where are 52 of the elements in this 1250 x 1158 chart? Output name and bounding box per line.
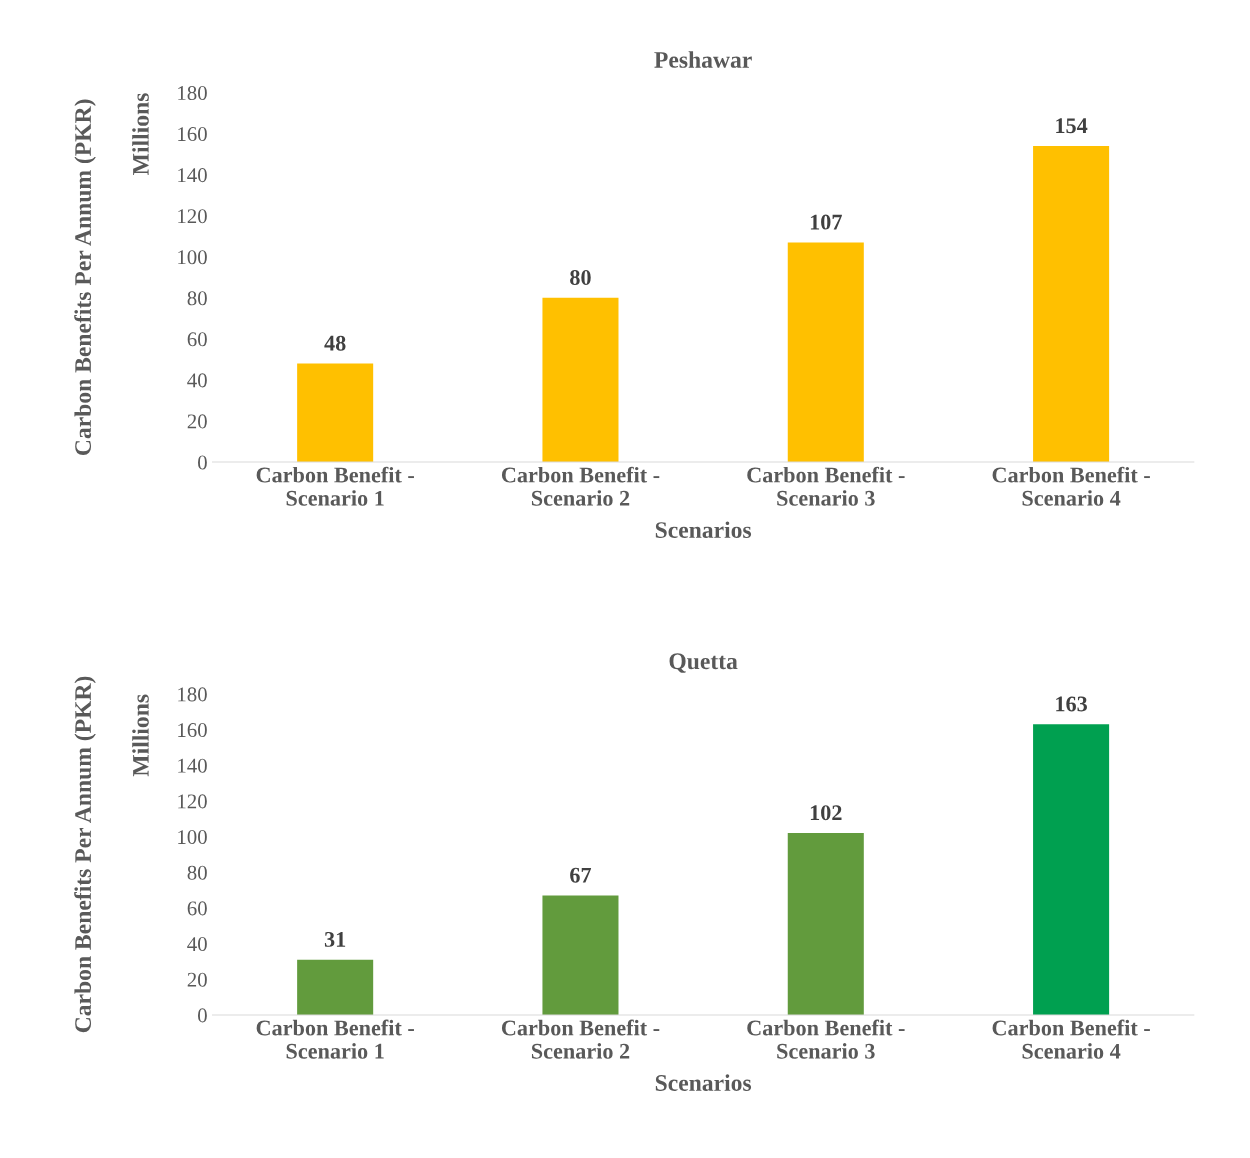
- chart-title: Peshawar: [654, 51, 752, 68]
- y-tick-label: 180: [178, 687, 207, 702]
- y-axis-title: Carbon Benefits Per Annum (PKR): [74, 676, 96, 1033]
- data-label: 80: [570, 270, 591, 286]
- y-tick-label: 160: [178, 723, 207, 738]
- y-tick-label: 60: [187, 332, 207, 347]
- y-axis-title: Carbon Benefits Per Annum (PKR): [74, 99, 96, 456]
- x-axis-title: Scenarios: [655, 1074, 752, 1091]
- data-label: 107: [810, 214, 842, 230]
- y-tick-label: 0: [198, 455, 207, 470]
- chart-title: Quetta: [669, 653, 738, 673]
- y-tick-label: 180: [178, 86, 207, 101]
- bar: [1033, 724, 1110, 1015]
- data-label: 48: [324, 335, 346, 351]
- y-tick-label: 100: [178, 250, 207, 265]
- y-tick-label: 140: [178, 168, 207, 183]
- text: Millions: [132, 694, 149, 777]
- data-label: 67: [570, 867, 592, 883]
- x-tick-label: Carbon Benefit - Scenario 4: [992, 466, 1150, 506]
- text: Millions: [132, 93, 149, 175]
- bar: [297, 363, 374, 463]
- y-tick-label: 80: [187, 865, 207, 880]
- data-label: 31: [324, 931, 346, 947]
- bar: [1033, 146, 1110, 463]
- x-tick-label: Carbon Benefit - Scenario 4: [992, 1019, 1150, 1059]
- x-tick-label: Carbon Benefit - Scenario 2: [501, 466, 660, 506]
- y-tick-label: 60: [187, 901, 207, 916]
- bar: [787, 833, 864, 1015]
- y-tick-label: 160: [178, 127, 207, 142]
- y-tick-label: 40: [187, 373, 207, 388]
- x-tick-label: Carbon Benefit - Scenario 3: [747, 1019, 905, 1059]
- data-label: 163: [1056, 696, 1087, 712]
- bar: [787, 242, 864, 463]
- y-tick-label: 100: [178, 830, 207, 845]
- y-tick-label: 120: [178, 794, 207, 809]
- x-axis-title: Scenarios: [655, 521, 752, 539]
- y-tick-label: 140: [178, 758, 207, 773]
- x-tick-label: Carbon Benefit - Scenario 3: [747, 466, 905, 506]
- y-tick-label: 20: [187, 972, 207, 987]
- x-tick-label: Carbon Benefit - Scenario 1: [256, 1019, 414, 1059]
- x-tick-label: Carbon Benefit - Scenario 1: [256, 466, 414, 506]
- y-tick-label: 120: [178, 209, 207, 224]
- y-tick-label: 20: [187, 414, 207, 429]
- bar: [542, 895, 619, 1015]
- data-label: 102: [810, 805, 842, 821]
- y-tick-label: 80: [187, 291, 207, 306]
- y-tick-label: 40: [187, 937, 207, 952]
- bar: [297, 959, 374, 1015]
- data-label: 154: [1056, 118, 1088, 134]
- x-tick-label: Carbon Benefit - Scenario 2: [501, 1019, 660, 1059]
- bar: [542, 297, 619, 463]
- y-tick-label: 0: [198, 1008, 207, 1023]
